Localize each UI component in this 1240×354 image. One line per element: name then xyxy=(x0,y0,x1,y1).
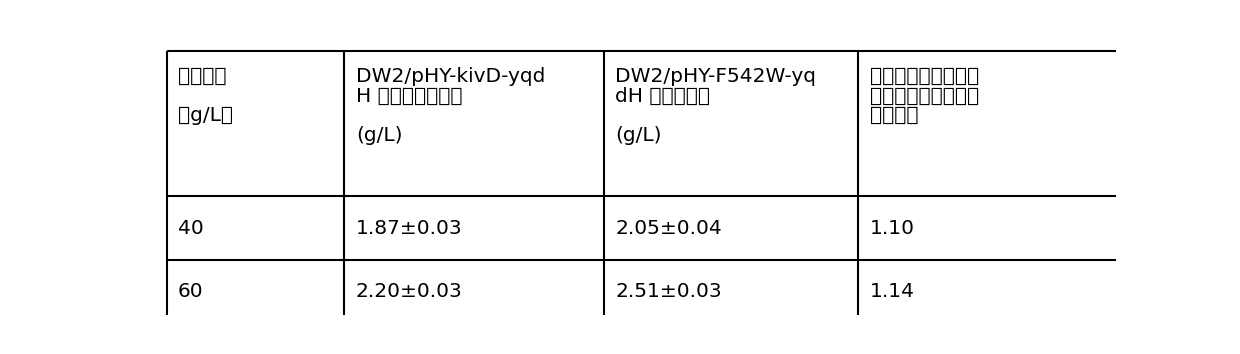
Text: 1.87±0.03: 1.87±0.03 xyxy=(356,219,463,238)
Text: dH 苯乙醇产量: dH 苯乙醇产量 xyxy=(615,87,711,105)
Text: 突变菌株苯乙醇产量: 突变菌株苯乙醇产量 xyxy=(870,67,980,86)
Text: 1.14: 1.14 xyxy=(870,282,915,301)
Text: 2.05±0.04: 2.05±0.04 xyxy=(615,219,722,238)
Text: 60: 60 xyxy=(179,282,203,301)
Text: DW2/pHY-kivD-yqd: DW2/pHY-kivD-yqd xyxy=(356,67,546,86)
Text: DW2/pHY-F542W-yq: DW2/pHY-F542W-yq xyxy=(615,67,816,86)
Text: 2.20±0.03: 2.20±0.03 xyxy=(356,282,463,301)
Text: （g/L）: （g/L） xyxy=(179,106,233,125)
Text: H 菌株苯乙醇产量: H 菌株苯乙醇产量 xyxy=(356,87,463,105)
Text: 40: 40 xyxy=(179,219,203,238)
Text: 1.10: 1.10 xyxy=(870,219,915,238)
Text: 量的比值: 量的比值 xyxy=(870,106,919,125)
Text: (g/L): (g/L) xyxy=(356,126,402,145)
Text: 和对照菌株苯乙醇产: 和对照菌株苯乙醇产 xyxy=(870,87,980,105)
Text: 糖蜜浓度: 糖蜜浓度 xyxy=(179,67,227,86)
Text: (g/L): (g/L) xyxy=(615,126,662,145)
Text: 2.51±0.03: 2.51±0.03 xyxy=(615,282,722,301)
